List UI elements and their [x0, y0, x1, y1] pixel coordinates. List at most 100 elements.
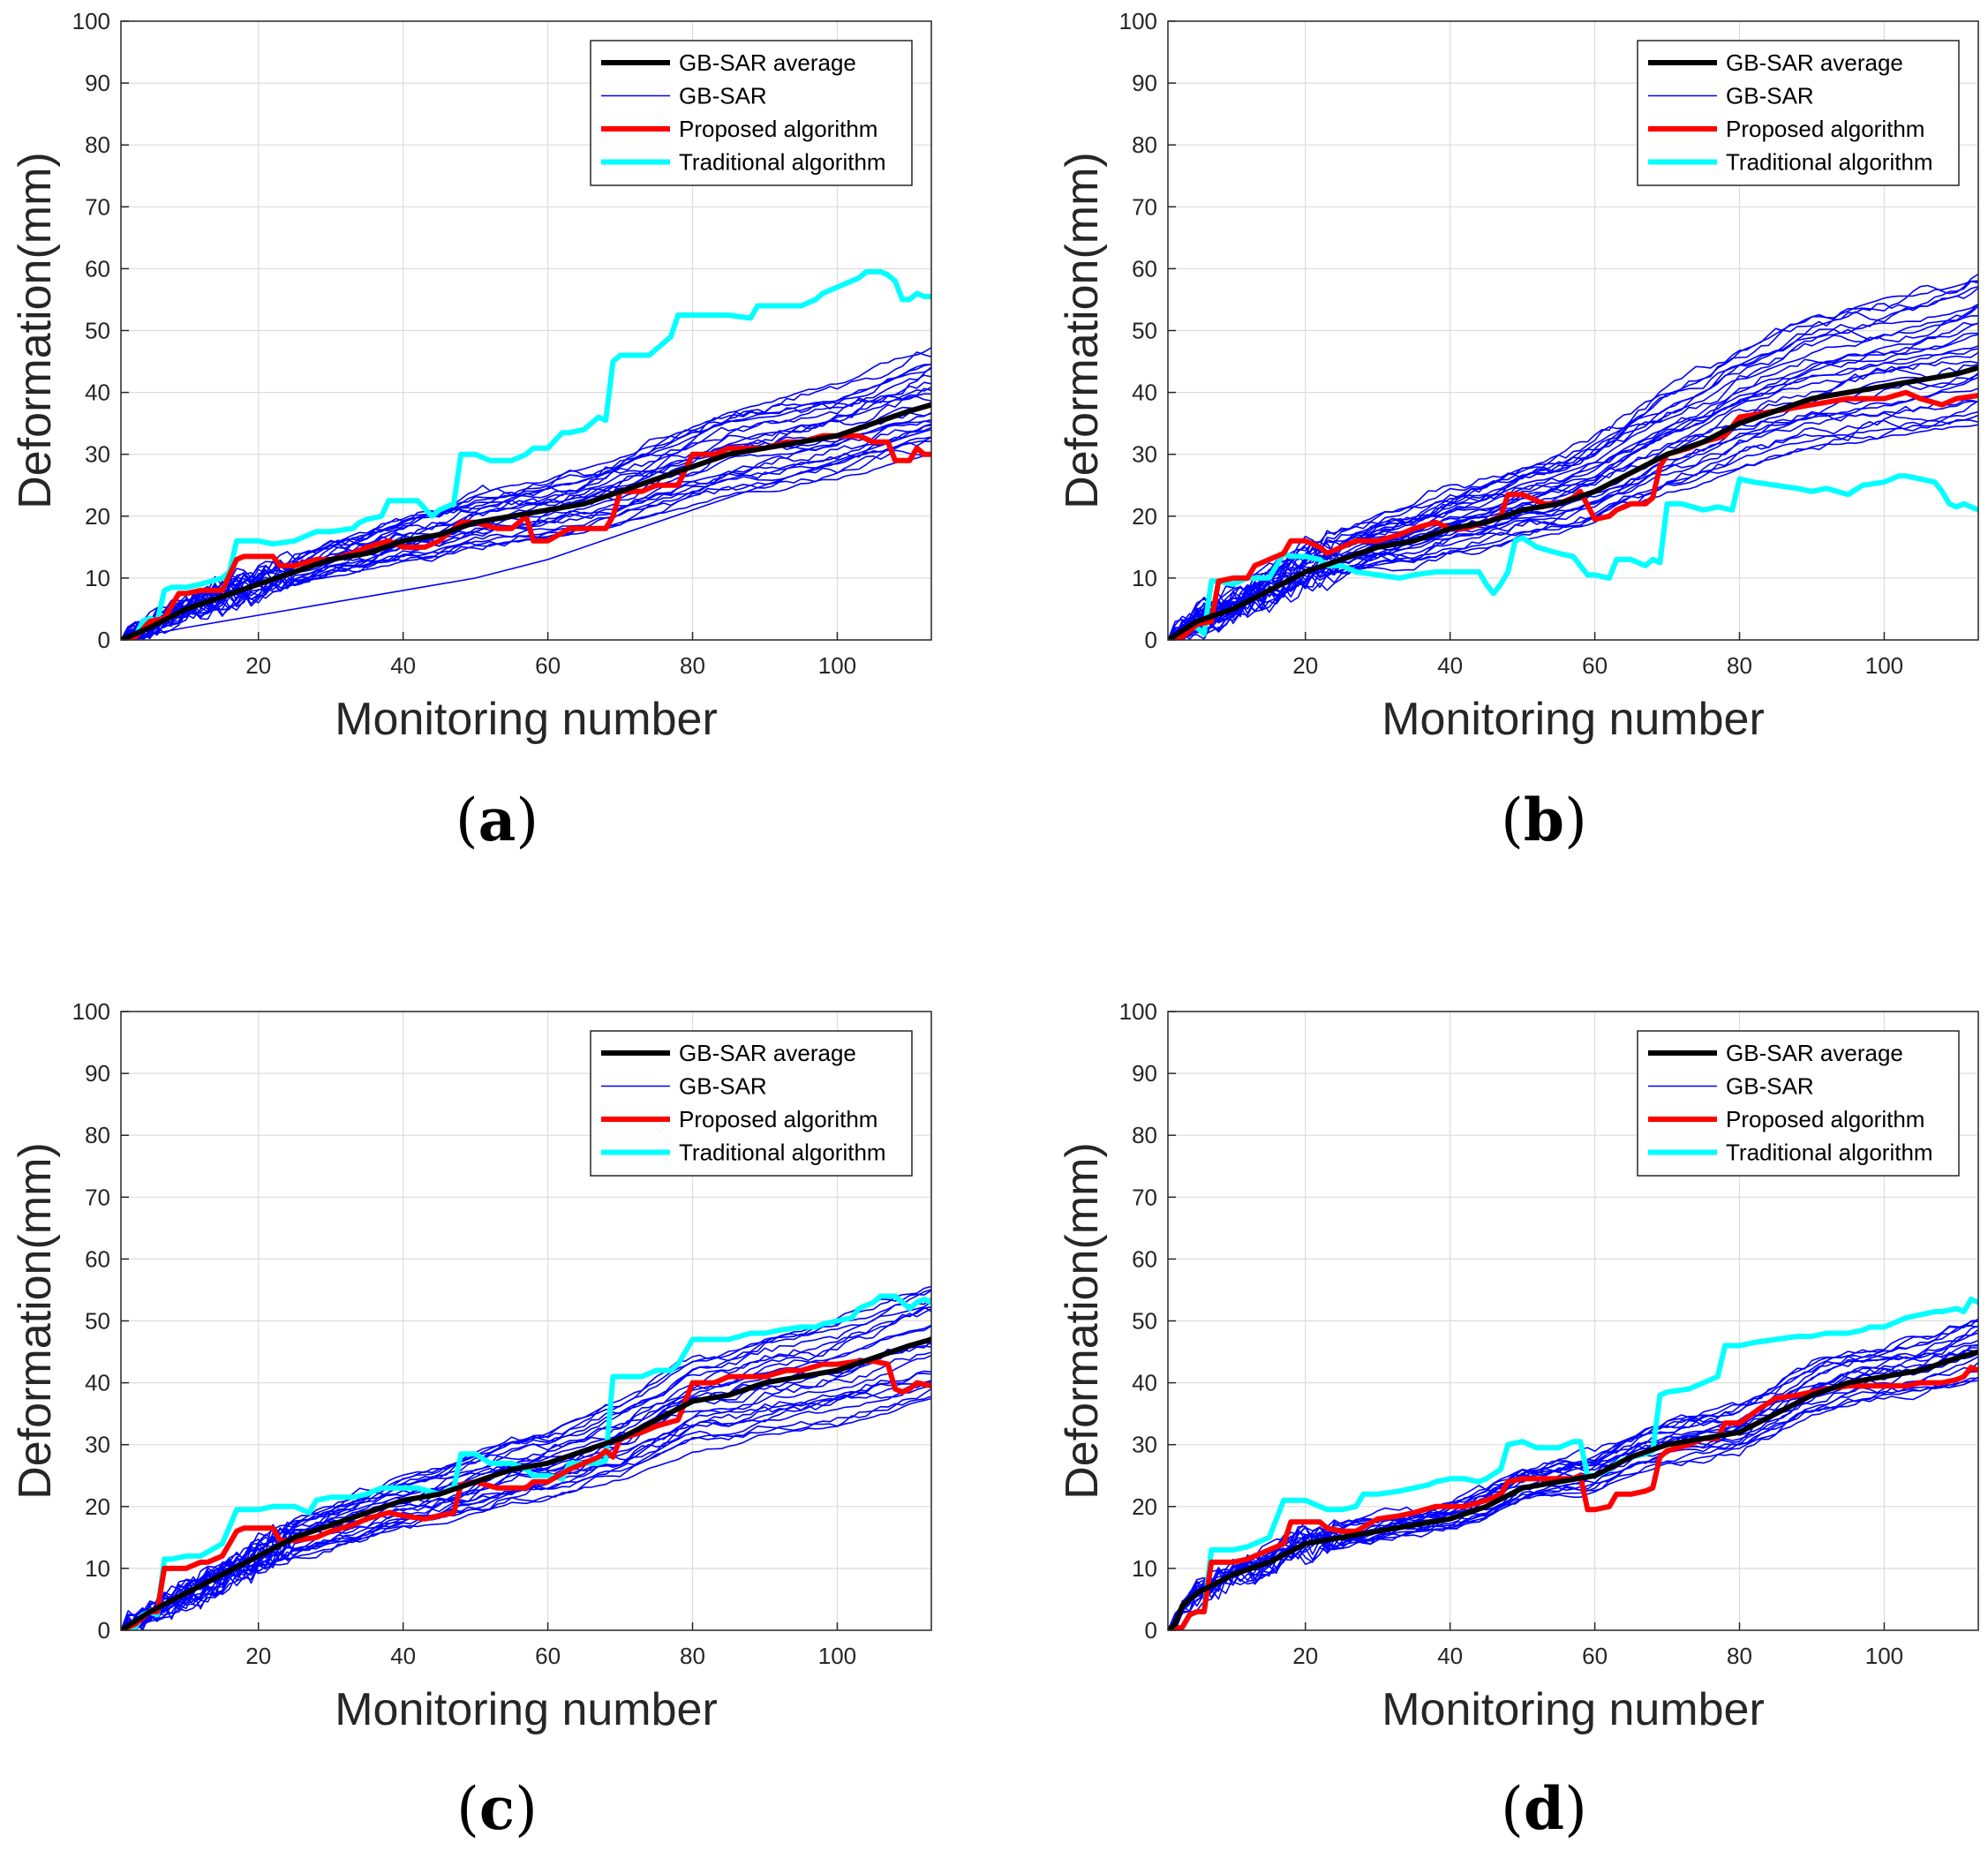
- x-tick-label: 60: [535, 1643, 561, 1669]
- gbsar-series-line: [1168, 410, 1978, 640]
- y-tick-label: 50: [85, 318, 110, 344]
- y-axis-title: Deformation(mm): [10, 1142, 61, 1500]
- y-tick-label: 80: [1132, 1122, 1157, 1148]
- y-tick-label: 80: [85, 1122, 110, 1148]
- gbsar-series-line: [121, 1305, 931, 1630]
- gbsar-series-line: [1168, 351, 1978, 640]
- gbsar-series-line: [1168, 1380, 1978, 1630]
- legend: GB-SAR average GB-SAR Proposed algorithm Tr…: [1637, 1030, 1960, 1177]
- legend-label: GB-SAR: [1726, 83, 1814, 109]
- y-tick-label: 20: [85, 503, 110, 530]
- y-tick-label: 30: [1132, 1432, 1157, 1458]
- chart-panel-d: 0 10 20 30 40 50 60 70 80 90 100 20 40 60 80 100 Monitor…: [1057, 998, 1979, 1735]
- legend: GB-SAR average GB-SAR Proposed algorithm Tr…: [590, 1030, 913, 1177]
- traditional-algorithm-line: [1168, 473, 1978, 640]
- y-tick-label: 0: [1145, 627, 1157, 653]
- legend-label: GB-SAR average: [679, 49, 856, 76]
- panel-label-d: (d): [1501, 1774, 1587, 1843]
- y-tick-label: 30: [85, 1432, 110, 1458]
- gbsar-series-line: [121, 449, 931, 640]
- chart-panel-a: 0 10 20 30 40 50 60 70 80 90 100 20 40 60 80 100 Monitor…: [10, 8, 932, 745]
- y-tick-label: 80: [1132, 132, 1157, 158]
- gbsar-series-line: [1168, 280, 1978, 640]
- y-tick-label: 10: [85, 565, 110, 591]
- y-tick-label: 10: [85, 1555, 110, 1582]
- gbsar-series-line: [1168, 400, 1978, 640]
- y-axis-title: Deformation(mm): [1057, 152, 1108, 509]
- x-tick-label: 60: [535, 652, 561, 679]
- panel-label-a: (a): [455, 786, 539, 854]
- x-tick-label: 20: [245, 1643, 271, 1669]
- gb-sar-average-line: [1168, 365, 1978, 640]
- x-tick-label: 20: [1292, 1643, 1318, 1669]
- panel-label-b: (b): [1501, 786, 1587, 854]
- gbsar-series-line: [121, 428, 931, 640]
- y-tick-label: 30: [85, 441, 110, 468]
- y-tick-label: 70: [1132, 193, 1157, 220]
- y-tick-label: 60: [1132, 1245, 1157, 1272]
- traditional-algorithm-line: [1168, 1297, 1978, 1630]
- x-tick-label: 20: [1292, 652, 1318, 679]
- x-tick-label: 40: [1437, 652, 1463, 679]
- x-tick-label: 80: [680, 1643, 705, 1669]
- y-tick-label: 20: [1132, 503, 1157, 530]
- gbsar-series-line: [1168, 280, 1978, 640]
- legend-label: Traditional algorithm: [1726, 149, 1933, 176]
- gbsar-series-line: [121, 1354, 931, 1630]
- y-tick-label: 100: [1119, 8, 1157, 34]
- gbsar-series-line: [121, 1285, 931, 1630]
- gbsar-series-line: [121, 363, 931, 640]
- series-layer: [121, 268, 931, 640]
- legend-label: Traditional algorithm: [679, 1140, 886, 1166]
- y-tick-label: 0: [98, 1617, 110, 1644]
- y-tick-label: 60: [1132, 255, 1157, 282]
- x-tick-label: 80: [680, 652, 705, 679]
- gbsar-series-line: [121, 1380, 931, 1630]
- x-tick-label: 100: [1865, 1643, 1903, 1669]
- x-axis-title: Monitoring number: [1382, 694, 1765, 745]
- legend-label: Traditional algorithm: [679, 149, 886, 176]
- y-tick-label: 30: [1132, 441, 1157, 468]
- y-tick-label: 50: [85, 1308, 110, 1335]
- series-layer: [121, 1285, 931, 1630]
- gbsar-series-line: [121, 347, 931, 640]
- y-tick-label: 70: [85, 193, 110, 220]
- y-tick-label: 0: [98, 627, 110, 653]
- y-tick-label: 70: [85, 1184, 110, 1210]
- y-tick-label: 90: [85, 1060, 110, 1087]
- gb-sar-average-line: [121, 1336, 931, 1630]
- legend-label: GB-SAR average: [1726, 49, 1903, 76]
- y-tick-label: 20: [1132, 1493, 1157, 1520]
- y-tick-label: 40: [1132, 1370, 1157, 1396]
- x-tick-label: 40: [1437, 1643, 1463, 1669]
- gbsar-series-line: [1168, 1325, 1978, 1630]
- legend: GB-SAR average GB-SAR Proposed algorithm Tr…: [1637, 40, 1960, 186]
- y-tick-label: 10: [1132, 565, 1157, 591]
- gbsar-series-line: [1168, 1377, 1978, 1630]
- legend-label: GB-SAR average: [1726, 1040, 1903, 1066]
- y-tick-label: 20: [85, 1493, 110, 1520]
- gbsar-series-line: [1168, 1319, 1978, 1630]
- y-tick-label: 100: [1119, 998, 1157, 1025]
- gbsar-series-line: [1168, 1328, 1978, 1630]
- proposed-algorithm-line: [121, 1358, 931, 1630]
- y-axis-title: Deformation(mm): [10, 152, 61, 509]
- legend-label: Proposed algorithm: [679, 1106, 877, 1132]
- x-tick-label: 60: [1582, 1643, 1608, 1669]
- y-tick-label: 90: [1132, 1060, 1157, 1087]
- legend-label: Traditional algorithm: [1726, 1140, 1933, 1166]
- gbsar-series-line: [121, 351, 931, 640]
- legend-label: GB-SAR: [679, 1073, 767, 1100]
- x-tick-label: 20: [245, 652, 271, 679]
- gb-sar-average-line: [121, 402, 931, 640]
- legend-label: GB-SAR average: [679, 1040, 856, 1066]
- legend-label: GB-SAR: [1726, 1073, 1814, 1100]
- x-tick-label: 80: [1727, 1643, 1752, 1669]
- x-tick-label: 40: [390, 1643, 416, 1669]
- y-tick-label: 0: [1145, 1617, 1157, 1644]
- series-layer: [1168, 1297, 1978, 1630]
- chart-panel-c: 0 10 20 30 40 50 60 70 80 90 100 20 40 60 80 100 Monitor…: [10, 998, 932, 1735]
- x-tick-label: 100: [818, 652, 856, 679]
- y-tick-label: 90: [85, 70, 110, 96]
